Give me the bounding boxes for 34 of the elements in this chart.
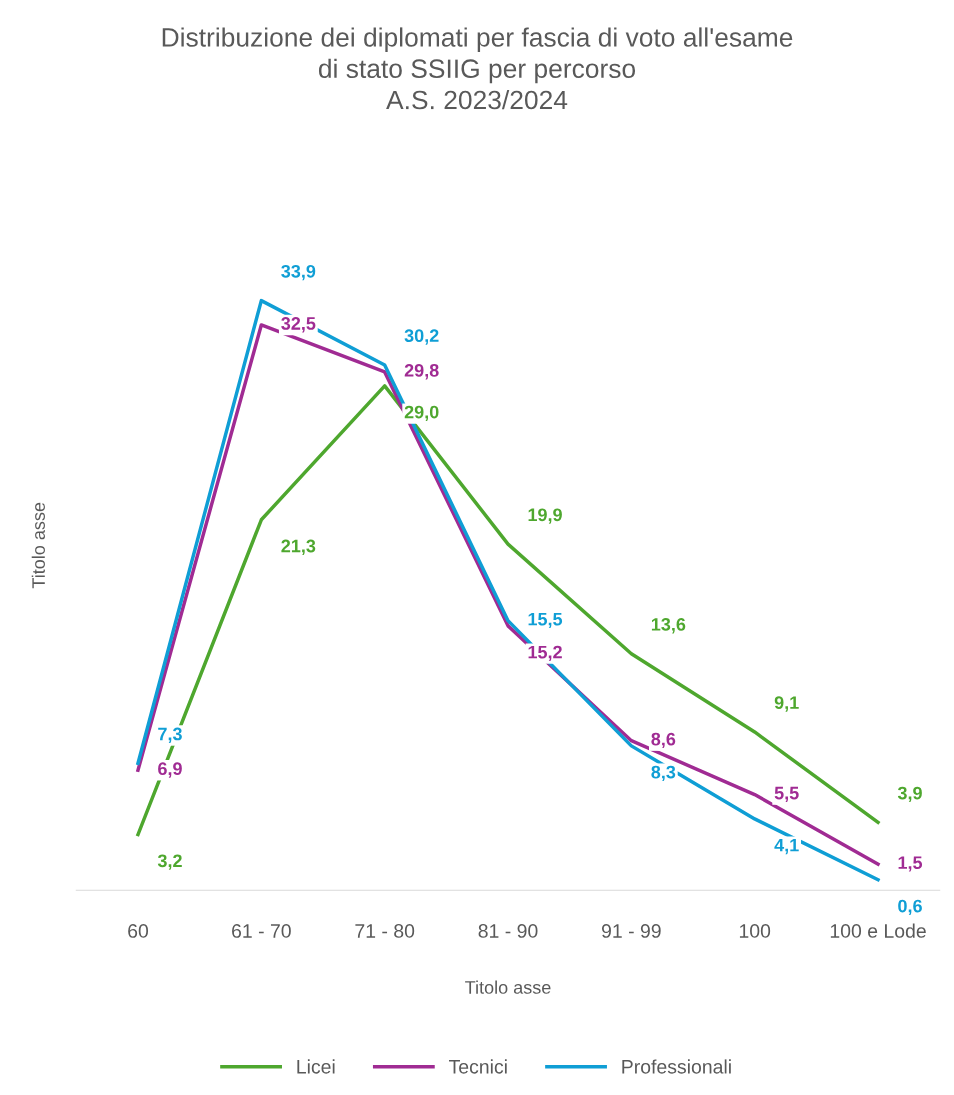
data-label: 30,2 [404, 329, 439, 345]
x-tick-label: 100 [739, 924, 771, 938]
legend-label: Tecnici [449, 1059, 507, 1074]
x-tick-label: 100 e Lode [830, 923, 926, 938]
data-label: 19,9 [528, 508, 562, 524]
y-axis-title: Titolo asse [31, 502, 45, 589]
data-label: 21,3 [281, 539, 316, 556]
x-tick-label: 91 - 99 [601, 924, 661, 938]
data-label: 29,8 [404, 363, 439, 380]
data-label: 8,6 [651, 732, 676, 749]
data-label: 4,1 [774, 838, 799, 855]
data-label: 3,2 [157, 854, 182, 870]
data-label: 8,3 [651, 765, 676, 782]
x-tick-label: 81 - 90 [478, 924, 538, 938]
data-label: 32,5 [281, 317, 316, 333]
data-label: 33,9 [281, 264, 316, 281]
data-label: 13,6 [651, 617, 686, 634]
legend-label: Licei [297, 1059, 335, 1074]
x-tick-label: 61 - 70 [232, 924, 291, 938]
x-tick-label: 71 - 80 [355, 924, 415, 938]
legend-label: Professionali [622, 1059, 731, 1074]
data-label: 15,5 [528, 612, 563, 629]
data-label: 1,5 [898, 856, 923, 872]
data-label: 6,9 [158, 762, 182, 778]
data-label: 29,0 [404, 405, 439, 422]
x-tick-label: 60 [128, 924, 149, 938]
data-label: 5,5 [774, 786, 799, 803]
data-label: 0,6 [898, 899, 922, 916]
data-label: 15,2 [528, 645, 562, 662]
data-label: 7,3 [158, 727, 182, 743]
chart-title: Distribuzione dei diplomati per fascia di voto all'esame di stato SSIIG per percorso A.S. 2023/2024 [162, 27, 793, 110]
data-label: 9,1 [774, 696, 799, 712]
data-label: 3,9 [897, 786, 922, 803]
x-axis-title: Titolo asse [465, 980, 551, 994]
